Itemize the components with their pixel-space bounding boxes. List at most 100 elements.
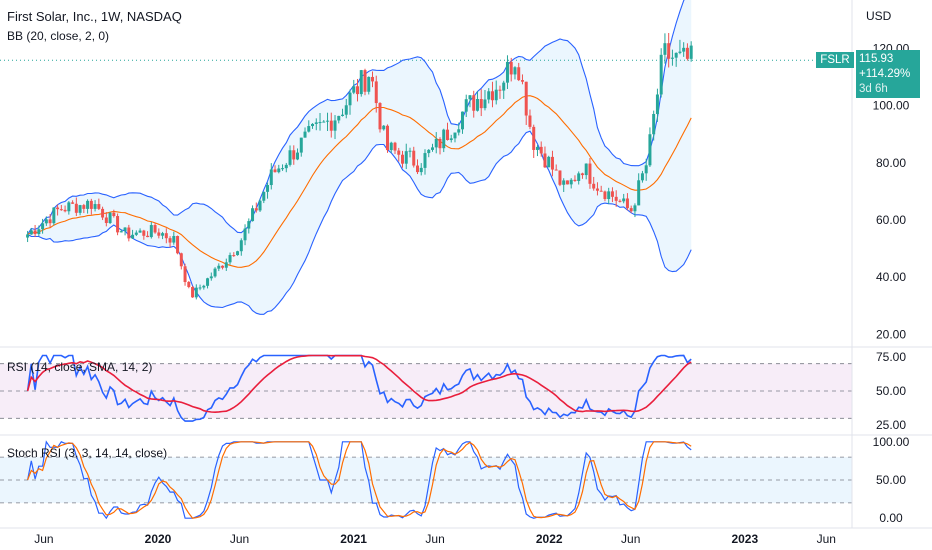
candle-body xyxy=(367,76,371,92)
candle-body xyxy=(209,276,213,279)
candle-body xyxy=(382,125,386,130)
candle-body xyxy=(633,205,637,212)
candle-body xyxy=(573,179,577,182)
time-tick-label: Jun xyxy=(34,532,53,546)
price-badge: 115.93 +114.29% 3d 6h xyxy=(856,50,920,98)
time-tick-label: 2020 xyxy=(145,532,172,546)
candle-body xyxy=(543,153,547,168)
candle-body xyxy=(622,198,626,202)
candle-body xyxy=(191,286,195,298)
candle-body xyxy=(187,282,191,287)
candle-body xyxy=(490,91,494,101)
candle-body xyxy=(239,240,243,252)
stoch-tick-label: 50.00 xyxy=(876,473,906,487)
candle-body xyxy=(520,80,524,82)
candle-body xyxy=(202,285,206,288)
rsi-pane[interactable] xyxy=(0,354,852,422)
candle-body xyxy=(63,209,67,212)
last-price: 115.93 xyxy=(859,53,894,65)
candle-body xyxy=(408,150,412,152)
candle-body xyxy=(498,89,502,91)
candle-body xyxy=(663,43,667,55)
candle-body xyxy=(404,151,408,164)
candle-body xyxy=(535,146,539,150)
candle-body xyxy=(101,208,105,218)
candle-body xyxy=(648,134,652,166)
candle-body xyxy=(59,209,63,211)
candle-body xyxy=(415,165,419,173)
price-pane[interactable] xyxy=(0,0,852,315)
time-tick-label: 2021 xyxy=(340,532,367,546)
candle-body xyxy=(157,232,161,236)
candle-body xyxy=(565,180,569,185)
candle-body xyxy=(547,156,551,168)
candle-body xyxy=(26,234,30,238)
price-tick-label: 20.00 xyxy=(876,327,906,341)
candle-body xyxy=(460,111,464,130)
candle-body xyxy=(29,230,33,235)
candle-body xyxy=(127,227,131,239)
candle-body xyxy=(341,114,345,116)
candle-body xyxy=(277,168,281,173)
candle-body xyxy=(37,229,41,235)
bb-lower xyxy=(27,130,692,315)
candle-body xyxy=(104,217,108,224)
candle-body xyxy=(247,221,251,229)
stoch-rsi-pane[interactable] xyxy=(0,440,852,520)
candle-body xyxy=(457,129,461,133)
candle-body xyxy=(108,212,112,224)
candle-body xyxy=(363,70,367,92)
candle-body xyxy=(595,188,599,191)
candle-body xyxy=(599,190,603,192)
candle-body xyxy=(258,200,262,211)
candle-body xyxy=(359,70,363,95)
candle-body xyxy=(509,61,513,75)
currency-label: USD xyxy=(866,9,892,23)
candle-body xyxy=(344,105,348,115)
stoch-rsi-label: Stoch RSI (3, 3, 14, 14, close) xyxy=(7,446,168,460)
candle-body xyxy=(580,173,584,176)
candle-body xyxy=(445,129,449,141)
candle-body xyxy=(123,227,127,232)
candle-body xyxy=(689,45,693,59)
candle-body xyxy=(33,230,37,235)
candle-body xyxy=(678,51,682,53)
candle-body xyxy=(577,173,581,182)
candle-body xyxy=(71,202,75,204)
candle-body xyxy=(487,91,491,100)
candle-body xyxy=(528,115,532,127)
candle-body xyxy=(584,163,588,176)
candle-body xyxy=(614,196,618,201)
candle-body xyxy=(213,268,217,277)
candle-body xyxy=(464,99,468,112)
candle-body xyxy=(284,164,288,169)
candle-body xyxy=(637,180,641,206)
candle-body xyxy=(337,115,341,121)
candle-body xyxy=(603,191,607,200)
candle-body xyxy=(221,265,225,268)
candle-body xyxy=(423,153,427,168)
candle-body xyxy=(430,147,434,150)
candle-body xyxy=(153,225,157,233)
candle-body xyxy=(48,219,52,224)
candle-body xyxy=(314,122,318,124)
price-tick-label: 100.00 xyxy=(873,99,910,113)
candle-body xyxy=(86,200,90,209)
candle-body xyxy=(513,67,517,75)
candle-body xyxy=(266,185,270,192)
candle-body xyxy=(386,125,390,151)
candle-body xyxy=(176,236,180,254)
candle-body xyxy=(217,265,221,269)
candle-body xyxy=(168,238,172,243)
candle-body xyxy=(494,89,498,101)
rsi-tick-label: 50.00 xyxy=(876,384,906,398)
candle-body xyxy=(112,212,116,217)
candle-body xyxy=(625,198,629,209)
candle-body xyxy=(438,138,442,149)
candle-body xyxy=(659,54,663,95)
candle-body xyxy=(356,86,360,95)
candle-body xyxy=(483,99,487,109)
candle-body xyxy=(232,255,236,257)
